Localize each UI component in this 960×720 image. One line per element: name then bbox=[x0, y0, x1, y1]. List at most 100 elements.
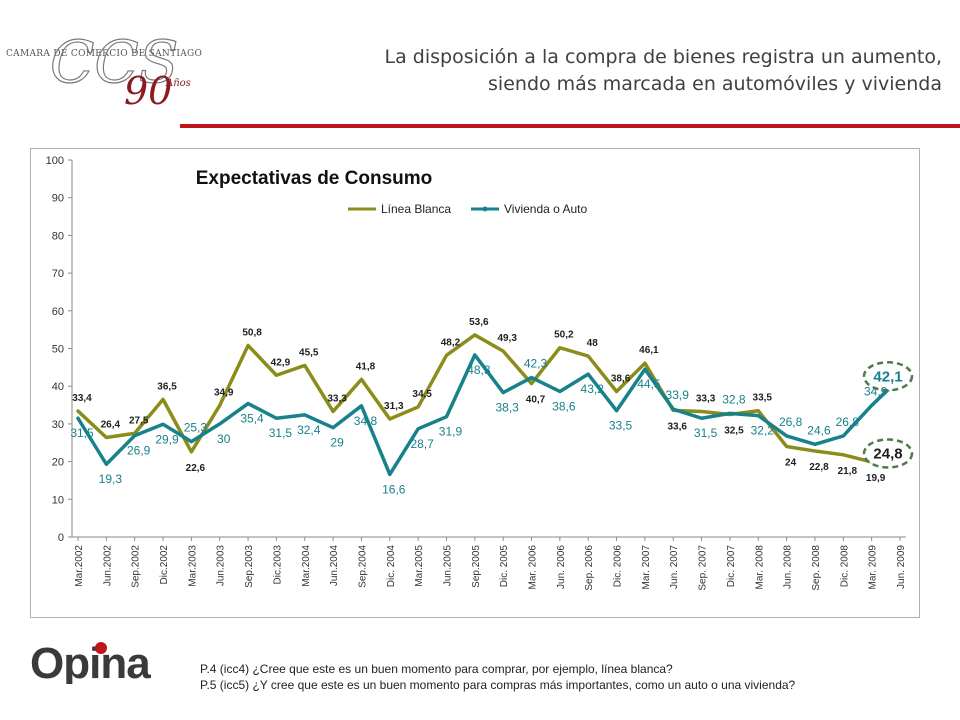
data-label-vivienda-auto: 26,9 bbox=[127, 444, 151, 458]
legend-marker bbox=[482, 206, 488, 212]
chart-series-lines bbox=[76, 333, 902, 477]
data-label-vivienda-auto: 25,3 bbox=[184, 421, 208, 435]
data-label-vivienda-auto: 26,8 bbox=[779, 415, 803, 429]
data-label-linea-blanca: 24 bbox=[785, 458, 797, 469]
x-tick-label: Dic. 2004 bbox=[386, 545, 397, 588]
opina-logo: Opina bbox=[30, 639, 152, 684]
y-tick-label: 90 bbox=[52, 193, 64, 205]
series-line-vivienda-auto bbox=[76, 353, 902, 477]
logo-90-number: 90 bbox=[124, 69, 172, 110]
highlight-ring-vivienda-auto bbox=[862, 361, 914, 392]
data-label-linea-blanca: 34,9 bbox=[214, 387, 234, 398]
data-label-linea-blanca: 49,3 bbox=[497, 333, 517, 344]
y-tick-label: 70 bbox=[52, 268, 64, 280]
y-tick-label: 0 bbox=[58, 532, 64, 544]
chart-title: Expectativas de Consumo bbox=[196, 168, 433, 189]
x-tick-label: Dic. 2005 bbox=[499, 545, 510, 588]
survey-questions: P.4 (icc4) ¿Cree que este es un buen mom… bbox=[200, 661, 795, 693]
consumption-expectations-chart: Expectativas de Consumo Línea Blanca Vivi… bbox=[30, 148, 920, 618]
data-label-vivienda-auto: 32,2 bbox=[751, 424, 775, 438]
chart-data-labels: 33,4 31,5 26,4 19,3 27,5 26,9 36,5 29,9 22,6 25,3… bbox=[70, 317, 887, 496]
data-label-vivienda-auto: 33,5 bbox=[609, 419, 633, 433]
x-tick-label: Jun. 2009 bbox=[896, 545, 907, 589]
x-tick-label: Mar.2003 bbox=[187, 545, 198, 587]
data-label-linea-blanca: 33,3 bbox=[696, 393, 716, 404]
chart-highlights: 42,1 24,8 bbox=[862, 361, 914, 469]
data-label-vivienda-auto: 44,5 bbox=[637, 377, 661, 391]
data-label-vivienda-auto: 48,3 bbox=[467, 363, 491, 377]
data-label-linea-blanca: 48 bbox=[587, 338, 599, 349]
x-tick-label: Dic.2003 bbox=[272, 545, 283, 585]
logo-chamber-text: CAMARA DE COMERCIO DE SANTIAGO bbox=[6, 49, 202, 59]
chart-axes: 0 10 20 30 40 50 60 70 80 90 100 Mar.2002 Jun.2002 Se… bbox=[46, 155, 907, 591]
x-tick-label: Jun.2005 bbox=[442, 545, 453, 587]
title-line-2: siendo más marcada en automóviles y vivi… bbox=[488, 73, 942, 95]
data-label-vivienda-auto: 35,4 bbox=[240, 412, 264, 426]
data-label-linea-blanca: 42,9 bbox=[271, 357, 291, 368]
data-label-linea-blanca: 38,6 bbox=[611, 373, 631, 384]
data-label-linea-blanca: 31,3 bbox=[384, 401, 404, 412]
data-label-linea-blanca: 50,8 bbox=[242, 327, 262, 338]
y-tick-label: 40 bbox=[52, 381, 64, 393]
data-label-vivienda-auto: 29,9 bbox=[155, 432, 179, 446]
x-tick-label: Dic. 2008 bbox=[839, 545, 850, 588]
data-label-linea-blanca: 48,2 bbox=[441, 337, 461, 348]
data-label-linea-blanca: 34,5 bbox=[412, 389, 432, 400]
data-label-linea-blanca: 40,7 bbox=[526, 395, 546, 406]
data-label-vivienda-auto: 16,6 bbox=[382, 482, 406, 496]
data-label-vivienda-auto: 30 bbox=[217, 432, 231, 446]
data-label-vivienda-auto: 19,3 bbox=[99, 472, 123, 486]
data-label-linea-blanca: 33,5 bbox=[753, 393, 773, 404]
data-label-linea-blanca: 45,5 bbox=[299, 347, 319, 358]
opina-wordmark: Opina bbox=[30, 639, 151, 684]
data-label-vivienda-auto: 38,6 bbox=[552, 399, 576, 413]
y-tick-label: 10 bbox=[52, 494, 64, 506]
data-label-linea-blanca: 36,5 bbox=[157, 381, 177, 392]
y-tick-label: 100 bbox=[46, 155, 64, 167]
x-tick-label: Dic. 2007 bbox=[726, 545, 737, 588]
y-tick-label: 50 bbox=[52, 344, 64, 356]
x-tick-label: Jun. 2007 bbox=[669, 545, 680, 589]
x-tick-label: Sep.2002 bbox=[131, 545, 142, 588]
data-label-linea-blanca: 19,9 bbox=[866, 473, 886, 484]
data-label-linea-blanca: 21,8 bbox=[838, 466, 858, 477]
logo-ccs-letters: CCS bbox=[50, 28, 179, 96]
page-title: La disposición a la compra de bienes reg… bbox=[302, 44, 943, 98]
x-tick-label: Sep. 2007 bbox=[698, 545, 709, 591]
data-label-linea-blanca: 33,3 bbox=[327, 393, 347, 404]
y-tick-label: 80 bbox=[52, 230, 64, 242]
highlight-ring-linea-blanca bbox=[862, 438, 914, 469]
x-tick-label: Mar. 2008 bbox=[754, 545, 765, 590]
data-label-vivienda-auto: 28,7 bbox=[410, 437, 434, 451]
ccs-logo: CAMARA DE COMERCIO DE SANTIAGO CCS 90 Añ… bbox=[6, 27, 202, 110]
question-p5: P.5 (icc5) ¿Y cree que este es un buen m… bbox=[200, 678, 796, 692]
data-label-vivienda-auto: 31,9 bbox=[439, 425, 463, 439]
x-tick-label: Mar.2004 bbox=[301, 545, 312, 587]
x-tick-label: Jun.2003 bbox=[216, 545, 227, 587]
x-tick-label: Mar.2002 bbox=[74, 545, 85, 587]
y-tick-label: 30 bbox=[52, 419, 64, 431]
data-label-vivienda-auto: 38,3 bbox=[495, 401, 519, 415]
x-tick-label: Sep. 2006 bbox=[584, 545, 595, 591]
data-label-vivienda-auto: 29 bbox=[330, 436, 344, 450]
data-label-linea-blanca: 27,5 bbox=[129, 415, 149, 426]
x-tick-label: Jun. 2008 bbox=[783, 545, 794, 589]
data-label-vivienda-auto: 42,3 bbox=[524, 357, 548, 371]
data-label-vivienda-auto: 32,4 bbox=[297, 423, 321, 437]
title-line-1: La disposición a la compra de bienes reg… bbox=[384, 46, 943, 68]
data-label-linea-blanca: 32,5 bbox=[724, 425, 744, 436]
data-label-vivienda-auto: 31,5 bbox=[694, 426, 718, 440]
opina-red-dot bbox=[95, 642, 107, 654]
x-tick-label: Jun.2004 bbox=[329, 545, 340, 587]
legend-label-linea-blanca: Línea Blanca bbox=[381, 202, 451, 216]
legend-label-vivienda-auto: Vivienda o Auto bbox=[504, 202, 588, 216]
x-tick-label: Sep.2003 bbox=[244, 545, 255, 588]
data-label-linea-blanca: 46,1 bbox=[639, 345, 659, 356]
x-tick-label: Mar. 2009 bbox=[868, 545, 879, 590]
x-tick-label: Jun. 2006 bbox=[556, 545, 567, 589]
y-tick-label: 60 bbox=[52, 306, 64, 318]
x-tick-label: Mar.2005 bbox=[414, 545, 425, 587]
x-tick-label: Dic. 2006 bbox=[613, 545, 624, 588]
data-label-vivienda-auto: 43,2 bbox=[581, 382, 605, 396]
chart-legend: Línea Blanca Vivienda o Auto bbox=[348, 202, 588, 216]
